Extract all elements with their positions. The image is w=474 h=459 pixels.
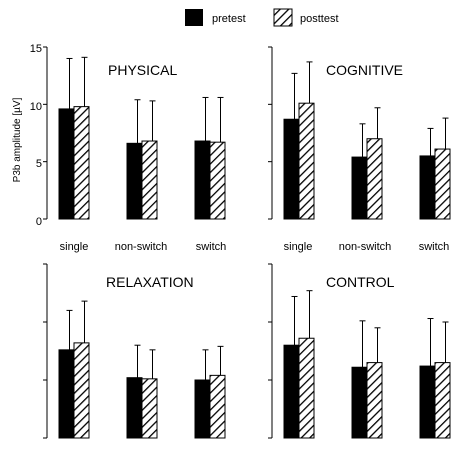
category-label: non-switch (339, 241, 392, 253)
panel-title: CONTROL (326, 274, 395, 290)
panel-relaxation: RELAXATION (43, 263, 226, 439)
bar-posttest-switch (434, 362, 451, 439)
bar-posttest-switch (209, 141, 226, 220)
bar-pretest-single (283, 118, 300, 220)
category-labels-right: single non-switch switch (284, 241, 450, 253)
y-tick-label: 15 (30, 43, 42, 55)
legend-label-posttest: posttest (300, 13, 339, 25)
bar-posttest-non-switch (141, 140, 158, 220)
bar-posttest-non-switch (366, 362, 383, 439)
panel-title: COGNITIVE (326, 62, 403, 78)
bar-pretest-non-switch (126, 377, 143, 439)
bar-posttest-single (73, 342, 90, 439)
legend-swatch-posttest (273, 8, 293, 27)
bar-posttest-switch (434, 148, 451, 220)
bar-pretest-switch (194, 379, 211, 439)
bar-posttest-non-switch (141, 378, 158, 439)
bar-posttest-single (298, 102, 315, 220)
category-label: single (60, 241, 89, 253)
y-tick-label: 10 (30, 101, 42, 113)
bar-pretest-switch (194, 140, 211, 220)
bar-posttest-single (298, 337, 315, 439)
y-tick-label: 5 (36, 158, 42, 170)
bar-posttest-single (73, 106, 90, 220)
bar-pretest-single (283, 344, 300, 439)
panel-title: RELAXATION (106, 274, 194, 290)
bar-pretest-non-switch (126, 142, 143, 220)
bar-pretest-non-switch (351, 156, 368, 220)
panel-control: CONTROL (268, 263, 451, 439)
bar-pretest-single (58, 108, 75, 220)
bar-pretest-switch (419, 365, 436, 439)
legend-swatch-pretest (185, 9, 203, 26)
category-label: switch (419, 241, 450, 253)
bar-pretest-single (58, 349, 75, 439)
y-axis-label: P3b amplitude [µV] (12, 97, 23, 182)
panel-title: PHYSICAL (108, 62, 177, 78)
category-label: single (284, 241, 313, 253)
legend-label-pretest: pretest (212, 13, 246, 25)
y-tick-label: 0 (36, 216, 42, 228)
category-label: non-switch (115, 241, 168, 253)
bar-posttest-switch (209, 374, 226, 439)
category-label: switch (196, 241, 227, 253)
bar-posttest-non-switch (366, 138, 383, 220)
category-labels-left: single non-switch switch (60, 241, 227, 253)
bar-pretest-switch (419, 155, 436, 220)
y-tick-labels: 0 5 10 15 (30, 43, 42, 228)
legend: pretest posttest (185, 8, 339, 27)
panel-cognitive: COGNITIVE (268, 46, 451, 220)
bar-pretest-non-switch (351, 366, 368, 439)
panel-physical: PHYSICAL (43, 46, 226, 220)
